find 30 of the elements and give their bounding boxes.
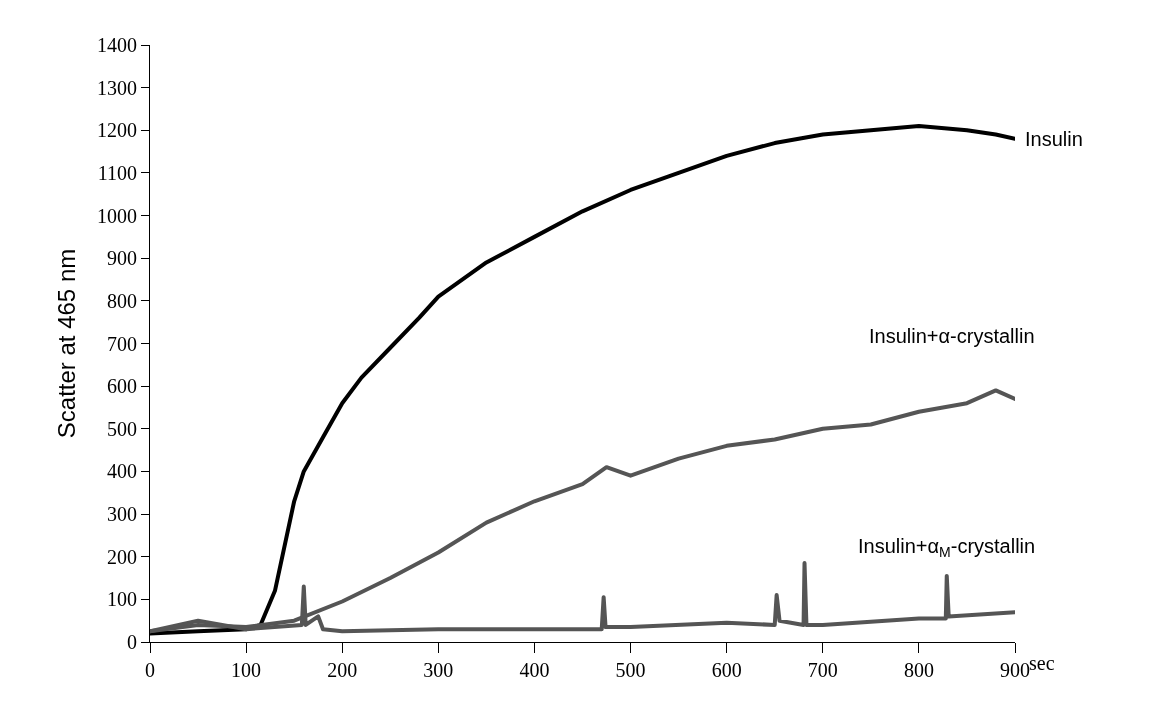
y-tick-label: 700 [107,332,137,355]
y-tick-label: 500 [107,417,137,440]
y-tick-label: 900 [107,247,137,270]
y-tick-label: 200 [107,545,137,568]
text: Insulin+α-crystallin [869,325,1035,347]
y-tick-label: 800 [107,289,137,312]
x-tick-label: 200 [327,659,358,681]
x-tick-label: 400 [519,659,550,681]
x-tick-label: 100 [231,659,262,681]
y-tick-label: 600 [107,375,137,398]
y-tick-label: 100 [107,588,137,611]
x-tick-label: 600 [711,659,742,681]
x-tick-label: 700 [807,659,838,681]
y-tick-label: 1000 [97,204,137,227]
x-tick-label: 500 [615,659,646,681]
y-tick-label: 1100 [97,161,137,184]
x-tick-label: 900 [1000,659,1030,681]
x-tick-label: 300 [423,659,454,681]
y-tick-label: 0 [127,631,137,653]
y-axis-title: Scatter at 465 nm [53,248,81,439]
y-tick-label: 300 [107,503,137,526]
x-tick-label: 0 [145,659,155,681]
series-label: Insulin [1025,128,1083,150]
y-tick-label: 400 [107,460,137,483]
x-axis-title: sec [1029,652,1055,674]
x-tick-label: 800 [903,659,934,681]
y-tick-label: 1200 [97,119,137,142]
series-label: Insulin+α$_{M}$-crystallin [858,535,1036,561]
y-tick-label: 1400 [97,34,137,56]
y-tick-label: 1300 [97,76,137,99]
